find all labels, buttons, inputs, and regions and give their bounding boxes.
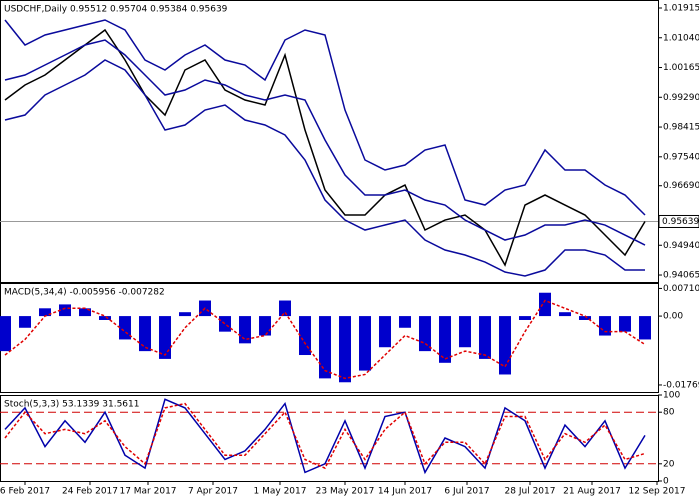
histogram-bar: [619, 316, 631, 332]
histogram-bar: [179, 312, 191, 317]
histogram-bar: [599, 316, 611, 336]
y-tick-label: 100: [663, 391, 680, 401]
x-tick-label: 28 Jul 2017: [505, 487, 556, 497]
histogram-bar: [239, 316, 251, 344]
series-line: [4, 398, 646, 475]
histogram-bar: [419, 316, 431, 352]
x-tick-label: 14 Jun 2017: [378, 487, 432, 497]
y-tick-label: -0.017694: [663, 380, 699, 390]
histogram-bar: [359, 316, 371, 371]
panel-frame: [0, 395, 659, 482]
x-tick-label: 7 Apr 2017: [188, 487, 238, 497]
panel-frame: [0, 0, 659, 283]
histogram-bar: [259, 316, 271, 336]
histogram-bar: [299, 316, 311, 356]
histogram-bar: [479, 316, 491, 359]
histogram-bar: [579, 316, 591, 320]
histogram-bar: [279, 300, 291, 317]
y-tick-label: 0.00: [663, 312, 683, 322]
y-tick-label: 1.00165: [663, 63, 699, 73]
histogram-bar: [59, 304, 71, 317]
y-tick-label: 0.94940: [663, 241, 699, 251]
histogram-bar: [559, 312, 571, 317]
series-line: [4, 19, 646, 216]
histogram-bar: [219, 316, 231, 332]
panel-title: MACD(5,34,4) -0.005956 -0.007282: [4, 288, 165, 298]
x-tick-label: 1 May 2017: [254, 487, 307, 497]
series-line: [4, 299, 646, 380]
x-tick-label: 12 Sep 2017: [628, 487, 685, 497]
x-tick-label: 6 Feb 2017: [0, 487, 50, 497]
histogram-bar: [439, 316, 451, 363]
y-tick-label: 0.96690: [663, 181, 699, 191]
histogram-bar: [159, 316, 171, 359]
histogram-bar: [539, 292, 551, 317]
histogram-bar: [19, 316, 31, 328]
y-tick-label: 0.97540: [663, 152, 699, 162]
y-tick-label: 0: [663, 477, 669, 487]
y-tick-label: 1.01915: [663, 3, 699, 13]
panel-title: Stoch(5,3,3) 53.1339 31.5611: [4, 400, 139, 410]
histogram-bar: [399, 316, 411, 328]
series-line: [4, 59, 645, 277]
current-price-label: 0.95639: [662, 217, 699, 227]
panel-title: USDCHF,Daily 0.95512 0.95704 0.95384 0.9…: [4, 5, 228, 15]
histogram-bar: [639, 316, 651, 340]
x-tick-label: 6 Jul 2017: [444, 487, 489, 497]
current-price-box: [658, 214, 699, 228]
histogram-bar: [499, 316, 511, 375]
histogram-bar: [459, 316, 471, 348]
histogram-bar: [139, 316, 151, 352]
histogram-bar: [379, 316, 391, 348]
series-line: [4, 28, 646, 267]
y-tick-label: 0.94065: [663, 271, 699, 281]
series-line: [4, 39, 646, 246]
y-tick-label: 20: [663, 459, 675, 469]
x-tick-label: 23 May 2017: [316, 487, 375, 497]
y-tick-label: 0.99290: [663, 93, 699, 103]
x-tick-label: 17 Mar 2017: [119, 487, 176, 497]
histogram-bar: [319, 316, 331, 379]
y-tick-label: 1.01040: [663, 33, 699, 43]
series-line: [4, 402, 646, 470]
y-tick-label: 0.98415: [663, 123, 699, 133]
histogram-bar: [519, 316, 531, 320]
histogram-bar: [79, 308, 91, 317]
x-tick-label: 24 Feb 2017: [62, 487, 118, 497]
histogram-bar: [39, 308, 51, 317]
y-tick-label: 80: [663, 408, 675, 418]
histogram-bar: [119, 316, 131, 340]
y-tick-label: 0.007103: [663, 284, 699, 294]
histogram-bar: [339, 316, 351, 383]
x-tick-label: 21 Aug 2017: [563, 487, 621, 497]
histogram-bar: [0, 316, 11, 352]
histogram-bar: [99, 316, 111, 320]
